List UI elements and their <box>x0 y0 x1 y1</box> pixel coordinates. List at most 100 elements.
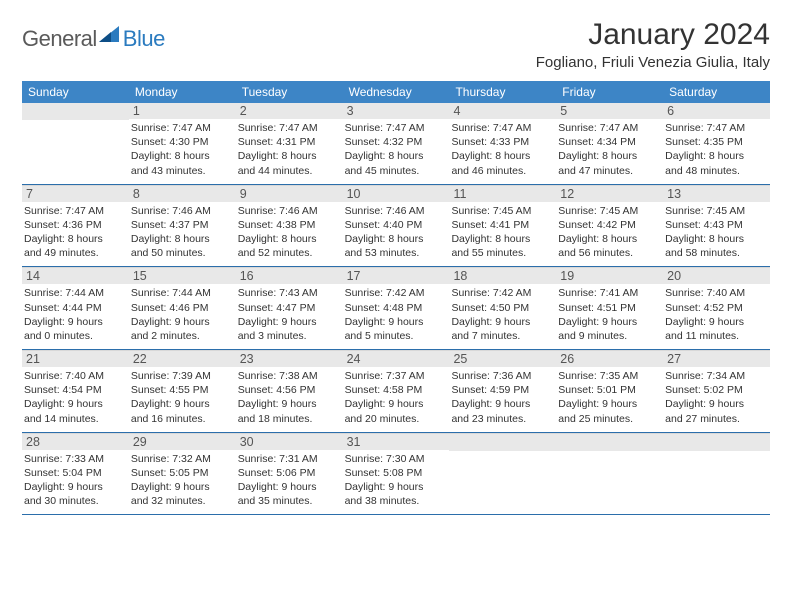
daylight-line2: and 45 minutes. <box>345 164 448 178</box>
daylight-line1: Daylight: 8 hours <box>131 149 234 163</box>
day-number: 10 <box>343 186 450 202</box>
day-cell: 8Sunrise: 7:46 AMSunset: 4:37 PMDaylight… <box>129 186 236 267</box>
sunset-text: Sunset: 4:56 PM <box>238 383 341 397</box>
location-text: Fogliano, Friuli Venezia Giulia, Italy <box>536 54 770 71</box>
sunset-text: Sunset: 4:46 PM <box>131 301 234 315</box>
day-data: Sunrise: 7:47 AMSunset: 4:34 PMDaylight:… <box>556 119 663 184</box>
day-cell: 15Sunrise: 7:44 AMSunset: 4:46 PMDayligh… <box>129 268 236 349</box>
sunset-text: Sunset: 4:44 PM <box>24 301 127 315</box>
daylight-line1: Daylight: 9 hours <box>345 315 448 329</box>
day-number: 5 <box>556 103 663 119</box>
day-data: Sunrise: 7:34 AMSunset: 5:02 PMDaylight:… <box>663 367 770 432</box>
sunset-text: Sunset: 4:37 PM <box>131 218 234 232</box>
sunrise-text: Sunrise: 7:44 AM <box>24 286 127 300</box>
day-data: Sunrise: 7:42 AMSunset: 4:48 PMDaylight:… <box>343 284 450 349</box>
sunset-text: Sunset: 4:40 PM <box>345 218 448 232</box>
day-cell: 24Sunrise: 7:37 AMSunset: 4:58 PMDayligh… <box>343 351 450 432</box>
sunset-text: Sunset: 4:59 PM <box>451 383 554 397</box>
sunset-text: Sunset: 4:51 PM <box>558 301 661 315</box>
calendar-page: General Blue January 2024 Fogliano, Friu… <box>0 0 792 515</box>
daylight-line1: Daylight: 8 hours <box>131 232 234 246</box>
day-cell: 31Sunrise: 7:30 AMSunset: 5:08 PMDayligh… <box>343 434 450 515</box>
daylight-line1: Daylight: 8 hours <box>24 232 127 246</box>
day-number <box>449 434 556 451</box>
day-cell: 1Sunrise: 7:47 AMSunset: 4:30 PMDaylight… <box>129 103 236 184</box>
day-data: Sunrise: 7:47 AMSunset: 4:30 PMDaylight:… <box>129 119 236 184</box>
logo-blue-text: Blue <box>123 26 165 52</box>
day-cell: 13Sunrise: 7:45 AMSunset: 4:43 PMDayligh… <box>663 186 770 267</box>
dayheader-sun: Sunday <box>22 81 129 103</box>
daylight-line2: and 14 minutes. <box>24 412 127 426</box>
daylight-line2: and 3 minutes. <box>238 329 341 343</box>
daylight-line2: and 9 minutes. <box>558 329 661 343</box>
day-data: Sunrise: 7:46 AMSunset: 4:38 PMDaylight:… <box>236 202 343 267</box>
month-title: January 2024 <box>536 18 770 52</box>
day-number: 9 <box>236 186 343 202</box>
day-number: 15 <box>129 268 236 284</box>
sunset-text: Sunset: 5:01 PM <box>558 383 661 397</box>
daylight-line2: and 32 minutes. <box>131 494 234 508</box>
week-row: 1Sunrise: 7:47 AMSunset: 4:30 PMDaylight… <box>22 103 770 185</box>
dayheader-fri: Friday <box>556 81 663 103</box>
day-cell: 9Sunrise: 7:46 AMSunset: 4:38 PMDaylight… <box>236 186 343 267</box>
day-data: Sunrise: 7:42 AMSunset: 4:50 PMDaylight:… <box>449 284 556 349</box>
daylight-line2: and 0 minutes. <box>24 329 127 343</box>
sunset-text: Sunset: 4:55 PM <box>131 383 234 397</box>
sunset-text: Sunset: 4:35 PM <box>665 135 768 149</box>
day-cell: 6Sunrise: 7:47 AMSunset: 4:35 PMDaylight… <box>663 103 770 184</box>
daylight-line1: Daylight: 9 hours <box>238 397 341 411</box>
daylight-line1: Daylight: 8 hours <box>238 149 341 163</box>
sunrise-text: Sunrise: 7:43 AM <box>238 286 341 300</box>
sunrise-text: Sunrise: 7:38 AM <box>238 369 341 383</box>
daylight-line1: Daylight: 9 hours <box>665 315 768 329</box>
dayheader-thu: Thursday <box>449 81 556 103</box>
daylight-line2: and 25 minutes. <box>558 412 661 426</box>
sunrise-text: Sunrise: 7:40 AM <box>24 369 127 383</box>
logo-sail-icon <box>97 24 121 44</box>
sunrise-text: Sunrise: 7:35 AM <box>558 369 661 383</box>
dayheader-tue: Tuesday <box>236 81 343 103</box>
day-number <box>22 103 129 120</box>
day-data: Sunrise: 7:38 AMSunset: 4:56 PMDaylight:… <box>236 367 343 432</box>
daylight-line2: and 30 minutes. <box>24 494 127 508</box>
daylight-line1: Daylight: 9 hours <box>665 397 768 411</box>
day-number: 16 <box>236 268 343 284</box>
week-row: 28Sunrise: 7:33 AMSunset: 5:04 PMDayligh… <box>22 433 770 516</box>
day-data: Sunrise: 7:31 AMSunset: 5:06 PMDaylight:… <box>236 450 343 515</box>
day-data: Sunrise: 7:45 AMSunset: 4:41 PMDaylight:… <box>449 202 556 267</box>
sunset-text: Sunset: 4:54 PM <box>24 383 127 397</box>
daylight-line1: Daylight: 9 hours <box>131 315 234 329</box>
day-cell: 19Sunrise: 7:41 AMSunset: 4:51 PMDayligh… <box>556 268 663 349</box>
day-data: Sunrise: 7:47 AMSunset: 4:35 PMDaylight:… <box>663 119 770 184</box>
sunrise-text: Sunrise: 7:42 AM <box>451 286 554 300</box>
sunset-text: Sunset: 4:36 PM <box>24 218 127 232</box>
day-number: 12 <box>556 186 663 202</box>
day-data: Sunrise: 7:44 AMSunset: 4:44 PMDaylight:… <box>22 284 129 349</box>
day-number: 19 <box>556 268 663 284</box>
day-data: Sunrise: 7:46 AMSunset: 4:37 PMDaylight:… <box>129 202 236 267</box>
daylight-line2: and 11 minutes. <box>665 329 768 343</box>
day-cell: 11Sunrise: 7:45 AMSunset: 4:41 PMDayligh… <box>449 186 556 267</box>
sunrise-text: Sunrise: 7:47 AM <box>345 121 448 135</box>
daylight-line2: and 38 minutes. <box>345 494 448 508</box>
daylight-line1: Daylight: 9 hours <box>24 397 127 411</box>
day-cell: 28Sunrise: 7:33 AMSunset: 5:04 PMDayligh… <box>22 434 129 515</box>
day-cell: 16Sunrise: 7:43 AMSunset: 4:47 PMDayligh… <box>236 268 343 349</box>
day-cell: 21 Sunrise: 7:40 AMSunset: 4:54 PMDayligh… <box>22 351 129 432</box>
sunrise-text: Sunrise: 7:45 AM <box>558 204 661 218</box>
sunset-text: Sunset: 4:32 PM <box>345 135 448 149</box>
day-cell: 20Sunrise: 7:40 AMSunset: 4:52 PMDayligh… <box>663 268 770 349</box>
day-cell: 5Sunrise: 7:47 AMSunset: 4:34 PMDaylight… <box>556 103 663 184</box>
daylight-line2: and 20 minutes. <box>345 412 448 426</box>
day-number: 20 <box>663 268 770 284</box>
sunset-text: Sunset: 4:58 PM <box>345 383 448 397</box>
sunrise-text: Sunrise: 7:47 AM <box>665 121 768 135</box>
day-number: 13 <box>663 186 770 202</box>
day-cell: 4Sunrise: 7:47 AMSunset: 4:33 PMDaylight… <box>449 103 556 184</box>
day-number <box>556 434 663 451</box>
day-number <box>663 434 770 451</box>
day-cell: 17Sunrise: 7:42 AMSunset: 4:48 PMDayligh… <box>343 268 450 349</box>
day-data: Sunrise: 7:39 AMSunset: 4:55 PMDaylight:… <box>129 367 236 432</box>
day-cell: 29Sunrise: 7:32 AMSunset: 5:05 PMDayligh… <box>129 434 236 515</box>
day-number: 21 <box>22 351 129 367</box>
